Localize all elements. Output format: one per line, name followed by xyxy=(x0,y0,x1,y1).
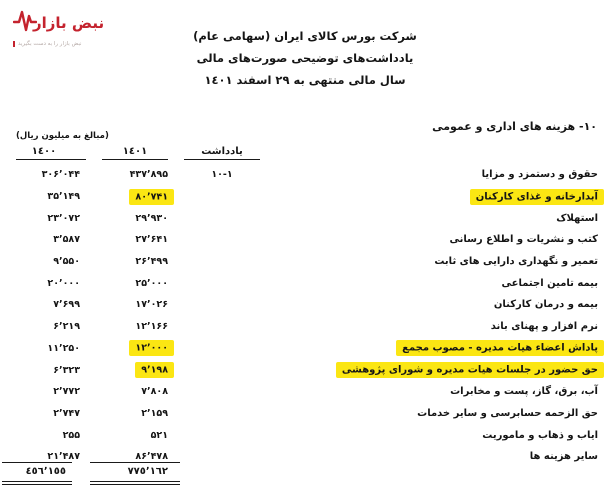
value-1400-cell: ۲۱٬۴۸۷ xyxy=(47,451,80,463)
value-1401-cell: ۱۲٬۱۶۶ xyxy=(135,321,168,333)
brand-logo: نبض بازار نبض بازار را به دست بگیرید xyxy=(12,8,105,47)
table-row: آبدارخانه و غذای کارکنان ۸۰٬۷۴۱ ۳۵٬۱۴۹ xyxy=(0,186,610,208)
value-1400-cell: ۶٬۳۲۳ xyxy=(53,364,80,376)
row-label: کتب و نشریات و اطلاع رسانی xyxy=(449,234,598,246)
totals-row: ۷۷٥٬۱٦۲ ٤٥٦٬۱٥٥ xyxy=(0,462,610,485)
row-label: تعمیر و نگهداری دارایی های ثابت xyxy=(434,256,598,268)
value-1400-cell: ۳٬۵۸۷ xyxy=(53,234,80,246)
table-row: ایاب و ذهاب و ماموریت ۵۲۱ ۲۵۵ xyxy=(0,424,610,446)
value-1400-cell: ۷٬۶۹۹ xyxy=(53,299,80,311)
col-header-1400: ۱٤۰۰ xyxy=(0,146,88,160)
table-row: استهلاک ۲۹٬۹۳۰ ۲۳٬۰۷۲ xyxy=(0,207,610,229)
value-1401-cell: ۲۵٬۰۰۰ xyxy=(135,277,168,289)
row-label: آبدارخانه و غذای کارکنان xyxy=(262,188,610,205)
value-1401-cell: ۸۰٬۷۴۱ xyxy=(88,188,182,205)
row-label: حق الزحمه حسابرسی و سایر خدمات xyxy=(417,407,598,419)
row-label: بیمه و درمان کارکنان xyxy=(493,299,598,311)
row-label: حقوق و دستمزد و مزایا xyxy=(481,169,598,181)
value-1400-cell: ۲٬۷۴۷ xyxy=(53,407,80,419)
value-1400-cell: ۲٬۷۷۲ xyxy=(53,386,80,398)
brand-name: نبض بازار xyxy=(33,13,105,32)
table-row: تعمیر و نگهداری دارایی های ثابت ۲۶٬۴۹۹ ۹… xyxy=(0,251,610,273)
brand-tagline: نبض بازار را به دست بگیرید xyxy=(13,41,105,47)
value-1400-cell: ۳۰۶٬۰۴۴ xyxy=(41,169,80,181)
value-1401-cell: ۵۲۱ xyxy=(150,429,168,441)
note-cell: ۱۰-۱ xyxy=(211,169,233,181)
value-1401-cell: ۲۷٬۶۴۱ xyxy=(135,234,168,246)
expense-table: حقوق و دستمزد و مزایا ۱۰-۱ ۴۳۷٬۸۹۵ ۳۰۶٬۰… xyxy=(0,164,610,468)
table-row: بیمه تامین اجتماعی ۲۵٬۰۰۰ ۲۰٬۰۰۰ xyxy=(0,272,610,294)
value-1400-cell: ۱۱٬۲۵۰ xyxy=(47,342,80,354)
row-label: حق حضور در جلسات هیات مدیره و شورای پژوه… xyxy=(262,362,610,379)
value-1400-cell: ۶٬۲۱۹ xyxy=(53,321,80,333)
header-underline xyxy=(184,159,260,160)
table-row: حقوق و دستمزد و مزایا ۱۰-۱ ۴۳۷٬۸۹۵ ۳۰۶٬۰… xyxy=(0,164,610,186)
value-1400-cell: ۲۰٬۰۰۰ xyxy=(47,277,80,289)
row-label: بیمه تامین اجتماعی xyxy=(501,277,598,289)
value-1400-cell: ۳۵٬۱۴۹ xyxy=(47,191,80,203)
table-row: کتب و نشریات و اطلاع رسانی ۲۷٬۶۴۱ ۳٬۵۸۷ xyxy=(0,229,610,251)
col-header-1401: ۱٤۰۱ xyxy=(88,146,182,160)
value-1401-cell: ۸۶٬۴۷۸ xyxy=(135,451,168,463)
value-1400-cell: ۲۳٬۰۷۲ xyxy=(47,212,80,224)
table-row: نرم افزار و پهنای باند ۱۲٬۱۶۶ ۶٬۲۱۹ xyxy=(0,316,610,338)
table-row: پاداش اعضاء هیات مدیره - مصوب مجمع ۱۲٬۰۰… xyxy=(0,338,610,360)
label-column-header xyxy=(262,146,610,160)
value-1401-cell: ۱۲٬۰۰۰ xyxy=(88,340,182,357)
unit-note: (مبالغ به میلیون ریال) xyxy=(16,131,109,141)
pulse-icon xyxy=(12,8,38,38)
row-label: آب، برق، گاز، پست و مخابرات xyxy=(450,386,598,398)
company-name: شرکت بورس کالای ایران (سهامی عام) xyxy=(193,29,417,43)
value-1401-cell: ۴۳۷٬۸۹۵ xyxy=(129,169,168,181)
value-1400-cell: ۹٬۵۵۰ xyxy=(53,256,80,268)
table-row: بیمه و درمان کارکنان ۱۷٬۰۲۶ ۷٬۶۹۹ xyxy=(0,294,610,316)
value-1401-cell: ۷٬۸۰۸ xyxy=(141,386,168,398)
row-label: ایاب و ذهاب و ماموریت xyxy=(482,429,598,441)
row-label: سایر هزینه ها xyxy=(529,451,598,463)
total-1401: ۷۷٥٬۱٦۲ xyxy=(90,462,180,485)
header-underline xyxy=(16,159,86,160)
report-title: یادداشت‌های توضیحی صورت‌های مالی xyxy=(196,51,414,65)
table-row: آب، برق، گاز، پست و مخابرات ۷٬۸۰۸ ۲٬۷۷۲ xyxy=(0,381,610,403)
table-row: حق حضور در جلسات هیات مدیره و شورای پژوه… xyxy=(0,359,610,381)
value-1401-cell: ۲٬۱۵۹ xyxy=(141,407,168,419)
col-header-note: یادداشت xyxy=(182,146,262,160)
value-1401-cell: ۲۶٬۴۹۹ xyxy=(135,256,168,268)
table-header-row: یادداشت ۱٤۰۱ ۱٤۰۰ xyxy=(0,146,610,160)
total-1400: ٤٥٦٬۱٥٥ xyxy=(2,462,72,485)
table-row: حق الزحمه حسابرسی و سایر خدمات ۲٬۱۵۹ ۲٬۷… xyxy=(0,403,610,425)
value-1401-cell: ۹٬۱۹۸ xyxy=(88,362,182,379)
value-1401-cell: ۲۹٬۹۳۰ xyxy=(135,212,168,224)
row-label: پاداش اعضاء هیات مدیره - مصوب مجمع xyxy=(262,340,610,357)
header-underline xyxy=(102,159,168,160)
row-label: نرم افزار و پهنای باند xyxy=(490,321,598,333)
document-header: شرکت بورس کالای ایران (سهامی عام) یادداش… xyxy=(0,25,610,91)
value-1400-cell: ۲۵۵ xyxy=(62,429,80,441)
row-label: استهلاک xyxy=(556,212,598,224)
fiscal-year: سال مالی منتهی به ۲۹ اسفند ۱٤۰۱ xyxy=(204,73,406,87)
value-1401-cell: ۱۷٬۰۲۶ xyxy=(135,299,168,311)
table-row: سایر هزینه ها ۸۶٬۴۷۸ ۲۱٬۴۸۷ xyxy=(0,446,610,468)
section-title: ۱۰- هزینه های اداری و عمومی xyxy=(432,120,597,133)
